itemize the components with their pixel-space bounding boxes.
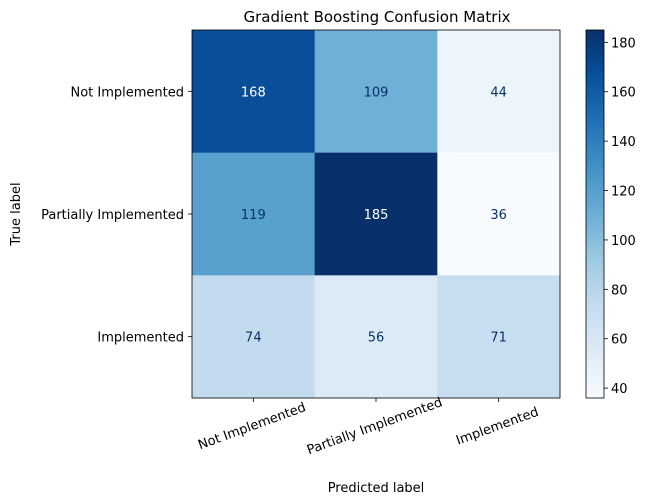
heatmap-cell-labels: 168 109 44 119 185 36 74 56 71 [241,85,507,345]
x-axis-label: Predicted label [328,481,425,496]
heatmap-cell [437,152,561,276]
heatmap-cell [192,275,316,399]
cell-value-label: 119 [241,208,266,223]
cell-value-label: 56 [368,331,385,346]
heatmap-cell [314,275,438,399]
cell-value-label: 74 [245,331,262,346]
heatmap-cells [192,30,561,399]
colorbar-tick-label: 40 [611,382,628,397]
cell-value-label: 71 [490,331,507,346]
heatmap-cell [314,30,438,154]
y-tick-label: Not Implemented [70,85,184,100]
y-tick-label: Partially Implemented [41,208,184,223]
chart-title: Gradient Boosting Confusion Matrix [244,8,511,26]
colorbar-tick-label: 60 [611,333,628,348]
colorbar-tick-label: 120 [611,185,636,200]
cell-value-label: 168 [241,85,266,100]
heatmap-cell [314,152,438,276]
heatmap-cell [437,30,561,154]
cell-value-label: 44 [490,85,507,100]
cell-value-label: 185 [364,208,389,223]
y-tick-label: Implemented [97,331,184,346]
colorbar-tick-label: 80 [611,283,628,298]
y-axis-ticks: Not Implemented Partially Implemented Impl… [41,85,192,346]
colorbar-tick-label: 140 [611,135,636,150]
colorbar-ticks: 40 60 80 100 120 140 160 180 [604,36,636,397]
colorbar-tick-label: 100 [611,234,636,249]
y-axis-label: True label [9,182,24,246]
cell-value-label: 109 [364,85,389,100]
heatmap-cell [192,152,316,276]
heatmap-cell [192,30,316,154]
cell-value-label: 36 [490,208,507,223]
colorbar-tick-label: 180 [611,36,636,51]
heatmap-cell [437,275,561,399]
colorbar [585,29,605,399]
colorbar-tick-label: 160 [611,86,636,101]
